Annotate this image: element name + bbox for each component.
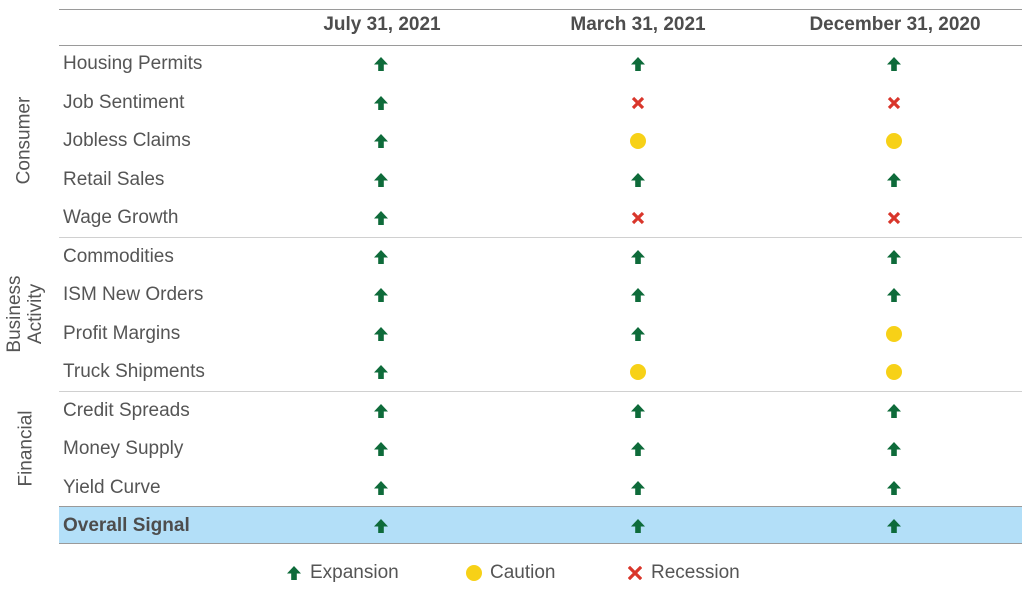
signal-up-arrow-icon xyxy=(371,285,391,305)
row-label: Housing Permits xyxy=(63,53,203,75)
group-divider xyxy=(59,237,1022,238)
signal-up-arrow-icon xyxy=(628,54,648,74)
legend-item-expansion: Expansion xyxy=(284,561,399,585)
signal-up-arrow-icon xyxy=(884,285,904,305)
signal-up-arrow-icon xyxy=(371,247,391,267)
column-header-jul-2021: July 31, 2021 xyxy=(323,14,441,35)
signal-up-arrow-icon xyxy=(371,439,391,459)
signal-x-cross-icon xyxy=(884,93,904,113)
legend-label-caution: Caution xyxy=(490,562,556,583)
row-label: Money Supply xyxy=(63,438,184,460)
header-rule xyxy=(59,45,1022,46)
row-label: Credit Spreads xyxy=(63,399,190,421)
legend-item-recession: Recession xyxy=(625,561,740,585)
signal-up-arrow-icon xyxy=(884,247,904,267)
signal-up-arrow-icon xyxy=(884,401,904,421)
row-label: Jobless Claims xyxy=(63,130,191,152)
signal-up-arrow-icon xyxy=(628,285,648,305)
signal-up-arrow-icon xyxy=(628,170,648,190)
overall-signal-highlight xyxy=(59,506,1022,544)
group-divider xyxy=(59,391,1022,392)
row-label: Commodities xyxy=(63,245,174,267)
column-header-mar-2021: March 31, 2021 xyxy=(570,14,706,35)
row-label: Wage Growth xyxy=(63,207,179,229)
group-label-consumer: Consumer xyxy=(13,96,35,185)
overall-signal-up-arrow-icon xyxy=(628,516,648,536)
signal-up-arrow-icon xyxy=(371,93,391,113)
signal-up-arrow-icon xyxy=(628,247,648,267)
group-label-financial: Financial xyxy=(15,410,37,487)
signal-up-arrow-icon xyxy=(371,208,391,228)
signal-circle-icon xyxy=(628,362,648,382)
signal-up-arrow-icon xyxy=(371,324,391,344)
up-arrow-icon xyxy=(284,563,304,583)
signal-up-arrow-icon xyxy=(371,54,391,74)
row-label: Retail Sales xyxy=(63,168,165,190)
signal-up-arrow-icon xyxy=(628,478,648,498)
legend-label-recession: Recession xyxy=(651,562,740,583)
signal-circle-icon xyxy=(884,362,904,382)
legend-item-caution: Caution xyxy=(464,561,556,585)
x-cross-icon xyxy=(625,563,645,583)
overall-signal-up-arrow-icon xyxy=(884,516,904,536)
signal-x-cross-icon xyxy=(884,208,904,228)
table-top-rule xyxy=(59,9,1022,10)
overall-signal-up-arrow-icon xyxy=(371,516,391,536)
signal-circle-icon xyxy=(884,324,904,344)
group-label-business-activity: Business Activity xyxy=(4,259,48,369)
signal-circle-icon xyxy=(628,131,648,151)
signal-up-arrow-icon xyxy=(371,362,391,382)
legend-label-expansion: Expansion xyxy=(310,562,399,583)
row-label: Profit Margins xyxy=(63,322,181,344)
row-label: Yield Curve xyxy=(63,476,161,498)
group-label-business-line2: Activity xyxy=(25,283,46,345)
row-label: Truck Shipments xyxy=(63,361,205,383)
signal-up-arrow-icon xyxy=(628,401,648,421)
signal-up-arrow-icon xyxy=(884,439,904,459)
signal-up-arrow-icon xyxy=(628,324,648,344)
signal-up-arrow-icon xyxy=(628,439,648,459)
column-header-dec-2020: December 31, 2020 xyxy=(809,14,981,35)
signal-up-arrow-icon xyxy=(371,131,391,151)
circle-icon xyxy=(464,563,484,583)
signal-x-cross-icon xyxy=(628,93,648,113)
signal-up-arrow-icon xyxy=(371,478,391,498)
overall-signal-label: Overall Signal xyxy=(63,515,190,537)
group-label-business-line1: Business xyxy=(4,275,25,353)
signal-circle-icon xyxy=(884,131,904,151)
signal-up-arrow-icon xyxy=(884,54,904,74)
row-label: ISM New Orders xyxy=(63,284,204,306)
signal-x-cross-icon xyxy=(628,208,648,228)
signal-up-arrow-icon xyxy=(884,478,904,498)
row-label: Job Sentiment xyxy=(63,91,185,113)
signal-up-arrow-icon xyxy=(371,170,391,190)
signal-up-arrow-icon xyxy=(371,401,391,421)
signal-up-arrow-icon xyxy=(884,170,904,190)
